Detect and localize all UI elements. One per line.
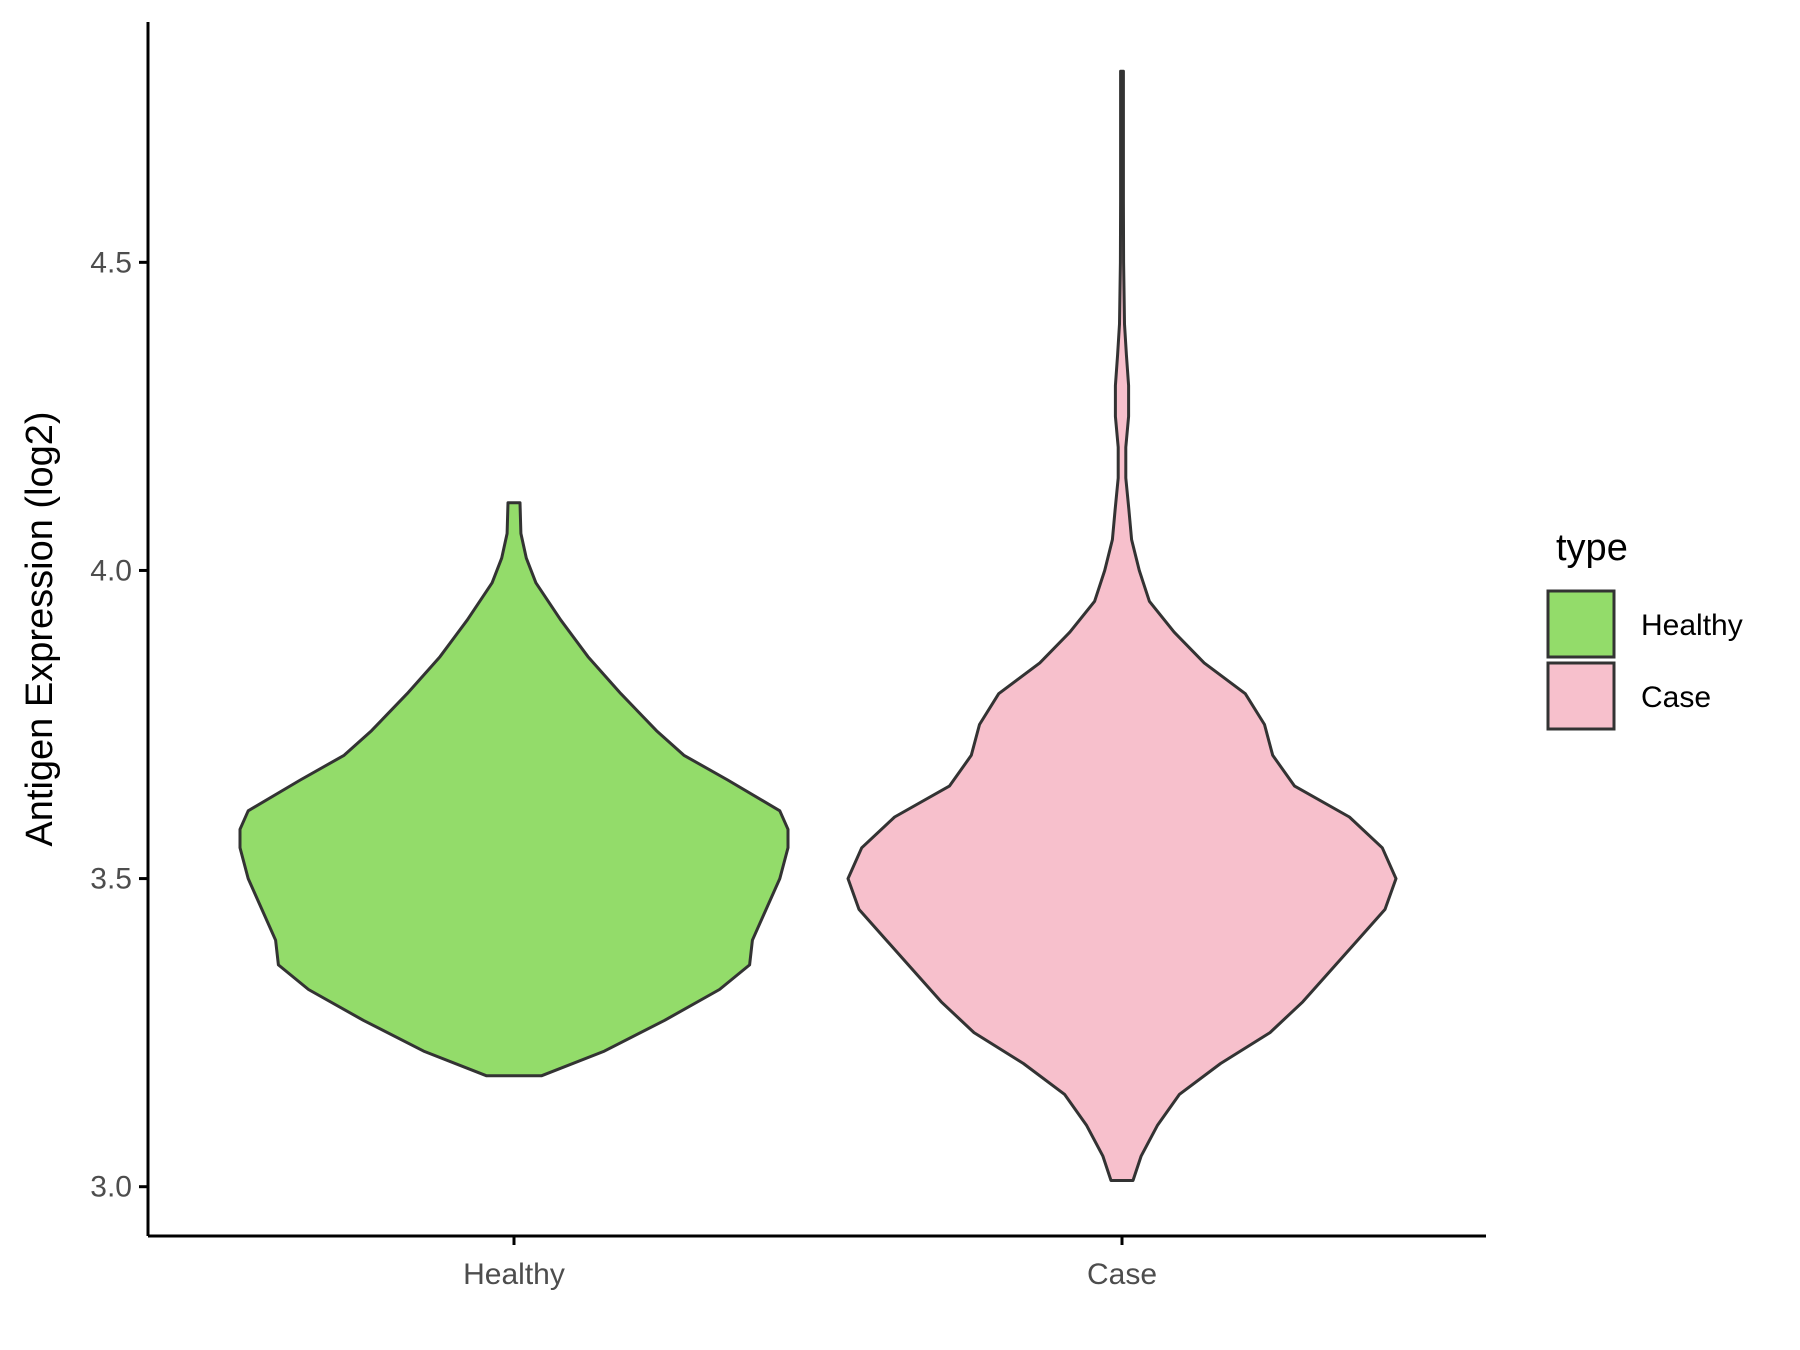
legend-swatch-case (1546, 661, 1616, 731)
violin-layer (238, 69, 1398, 1182)
legend-title: type (1556, 527, 1628, 569)
x-tick-label: Case (1087, 1258, 1157, 1291)
y-axis-ticks: 3.0 3.5 4.0 4.5 (90, 246, 148, 1204)
x-axis-ticks: Healthy Case (463, 1236, 1157, 1291)
legend-items: Healthy Case (1546, 589, 1743, 731)
y-tick-label: 3.5 (90, 863, 132, 896)
y-tick-label: 4.0 (90, 554, 132, 587)
y-tick-label: 3.0 (90, 1171, 132, 1204)
legend-label-case: Case (1641, 681, 1711, 714)
legend-swatch-healthy (1546, 589, 1616, 659)
violin-healthy (238, 501, 790, 1078)
violin-case (846, 69, 1398, 1182)
legend-label-healthy: Healthy (1641, 609, 1743, 642)
legend: type Healthy Case (1546, 527, 1743, 731)
x-tick-label: Healthy (463, 1258, 565, 1291)
y-tick-label: 4.5 (90, 246, 132, 279)
y-axis-title: Antigen Expression (log2) (19, 411, 61, 846)
